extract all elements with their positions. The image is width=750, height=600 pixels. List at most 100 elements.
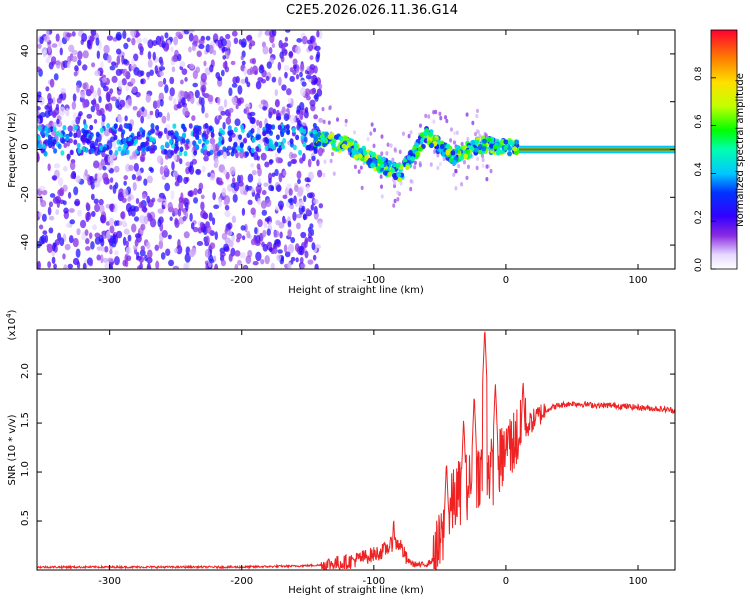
spectrogram-cell [76,142,81,149]
spectrogram-cell [290,236,296,244]
spectrogram-cell [485,164,489,169]
spectrogram-cell [53,163,61,169]
spectrogram-cell [164,153,169,160]
y-tick-label: -20 [20,186,31,202]
spectrogram-cell [275,134,280,140]
x-tick-label: -100 [362,576,385,587]
spectrogram-cell [318,83,323,90]
spectrogram-cell [66,153,71,162]
spectrogram-cell [418,146,423,152]
spectrogram-cell [146,241,151,250]
spectrogram-cell [94,232,101,238]
spectrogram-cell [305,74,312,80]
spectrogram-cell [321,148,325,153]
spectrogram-cell [401,131,405,136]
spectrogram-cell [115,48,122,55]
spectrogram-cell [158,240,164,250]
spectrogram-cell [171,66,176,73]
spectrogram-cell [353,144,359,150]
spectrogram-cell [217,141,222,147]
spectrogram-cell [147,59,153,68]
spectrogram-cell [293,195,297,205]
spectrogram-cell [201,104,205,114]
spectrogram-cell [53,73,59,81]
spectrogram-cell [111,75,118,84]
x-tick-label: -300 [98,275,121,286]
spectrogram-cell [393,180,397,186]
spectrogram-cell [187,190,193,197]
spectrogram-cell [301,35,308,45]
spectrogram-cell [90,193,95,201]
spectrogram-cell [139,50,144,56]
spectrogram-cell [47,93,52,101]
spectrogram-cell [196,241,204,246]
spectrogram-cell [233,126,238,133]
spectrogram-cell [271,124,276,130]
spectrogram-cell [143,215,149,225]
spectrogram-cell [397,176,403,183]
spectrogram-cell [62,253,66,260]
spectrogram-cell [103,128,110,137]
spectrogram-cell [63,207,69,214]
spectrogram-cell [92,98,97,108]
spectrogram-cell [476,129,480,135]
spectrogram-cell [302,141,307,148]
spectrogram-cell [94,203,100,213]
spectrogram-cell [436,165,440,171]
spectrogram-cell [282,218,287,224]
spectrogram-cell [92,224,97,231]
spectrogram-cell [93,198,99,205]
spectrogram-cell [144,140,149,147]
spectrogram-cell [132,105,138,111]
spectrogram-cell [299,127,304,134]
spectrogram-cell [255,185,262,194]
spectrogram-cell [170,190,175,200]
spectrogram-cell [474,131,478,137]
spectrogram-cell [220,110,226,116]
spectrogram-cell [279,204,283,211]
spectrogram-cell [188,46,192,53]
snr-plot-area [37,330,675,570]
spectrogram-cell [68,131,73,138]
spectrogram-cell [302,128,307,135]
spectrogram-cell [205,235,210,245]
spectrogram-cell [174,217,179,226]
spectrogram-cell [37,118,41,124]
spectrogram-cell [255,251,262,262]
spectrogram-cell [114,249,119,256]
spectrogram-cell [313,114,319,120]
spectrogram-cell [190,95,195,104]
spectrogram-cell [204,248,211,258]
spectrogram-cell [264,145,269,152]
spectrogram-cell [75,175,81,184]
spectrogram-cell [281,84,287,91]
spectrogram-cell [224,66,230,73]
spectrogram-cell [168,259,175,267]
spectrogram-cell [357,153,363,159]
spectrogram-cell [179,146,184,153]
spectrogram-cell [338,135,344,142]
spectrogram-cell [262,130,267,137]
spectrogram-cell [163,149,168,155]
spectrogram-cell [169,130,174,136]
spectrogram-cell [100,158,105,167]
spectrogram-cell [152,51,156,61]
spectrogram-cell [120,150,125,157]
spectrogram-cell [277,249,283,254]
spectrogram-cell [234,263,239,269]
snr-series-line [37,331,675,570]
spectrogram-cell [216,151,221,157]
spectrogram-cell [107,257,114,263]
spectrogram-cell [121,197,127,204]
spectrogram-cell [176,244,183,255]
spectrogram-cell [102,257,109,263]
spectrogram-cell [105,230,111,240]
spectrogram-cell [260,99,267,105]
spectrogram-cell [299,71,303,78]
y-tick-label: 1.0 [20,461,31,477]
spectrogram-cell [61,138,66,144]
spectrogram-cell [208,44,214,55]
spectrogram-cell [260,258,265,265]
spectrogram-cell [268,221,272,230]
